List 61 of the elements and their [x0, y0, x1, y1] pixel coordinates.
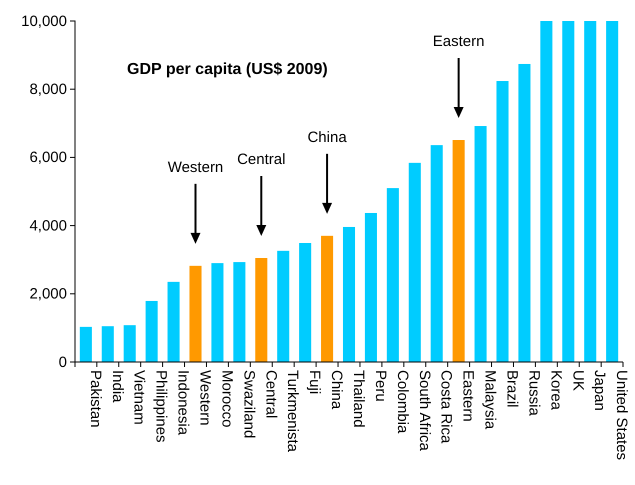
bar	[321, 236, 334, 362]
x-tick-label: Costa Rica	[438, 370, 455, 444]
x-tick-label: Fuji	[306, 370, 324, 394]
x-tick-label: UK	[569, 370, 586, 391]
x-tick-label: Central	[262, 370, 280, 418]
x-tick-label: Russia	[525, 370, 542, 417]
y-tick-label: 0	[58, 354, 67, 371]
bar	[124, 325, 136, 362]
bar	[496, 81, 509, 362]
x-tick-label: India	[108, 370, 126, 404]
bar	[518, 64, 530, 362]
x-tick-label: Eastern	[460, 370, 477, 422]
x-tick-label: Malaysia	[482, 370, 499, 430]
bar	[299, 242, 312, 362]
x-tick-label: Brazil	[504, 370, 520, 408]
bar	[80, 326, 92, 362]
x-tick-label: Japan	[591, 370, 608, 411]
x-tick-label: Philippines	[152, 370, 170, 443]
annotation: Western	[168, 158, 224, 176]
x-tick-label: Pakistan	[86, 370, 104, 428]
annotation: China	[307, 128, 348, 146]
bar	[168, 282, 180, 362]
x-tick-label: Morocco	[218, 370, 236, 428]
bar	[233, 262, 246, 362]
y-tick-label: 6,000	[29, 149, 67, 166]
bar	[342, 226, 356, 362]
x-tick-label: Colombia	[394, 370, 411, 434]
x-tick-label: United States	[613, 370, 630, 460]
y-tick-label: 2,000	[29, 286, 67, 303]
text: GDP per capita (US$ 2009)	[127, 61, 328, 78]
bar	[364, 212, 377, 362]
bar	[255, 258, 268, 362]
bar	[562, 21, 574, 362]
y-tick-label: 10,000	[21, 12, 67, 30]
x-tick-label: China	[328, 370, 346, 410]
x-tick-label: Turkmenista	[284, 370, 302, 453]
y-tick-label: 4,000	[29, 217, 67, 234]
x-tick-label: Swaziland	[240, 370, 258, 438]
x-tick-label: Peru	[372, 370, 389, 402]
bar	[189, 266, 202, 362]
annotation: Central	[237, 150, 286, 168]
bar	[606, 21, 618, 362]
bar	[102, 326, 114, 362]
x-tick-label: Korea	[547, 370, 564, 411]
y-tick-label: 8,000	[29, 81, 67, 98]
bar	[584, 21, 596, 362]
bar	[474, 126, 487, 362]
bar	[452, 140, 465, 362]
x-tick-label: Western	[196, 370, 214, 426]
bar	[540, 21, 552, 362]
bar	[277, 250, 290, 362]
bar	[408, 162, 421, 362]
x-tick-label: Vietnam	[130, 370, 148, 425]
bar	[386, 188, 399, 362]
x-tick-label: Thailand	[350, 370, 367, 428]
annotation: Eastern	[432, 33, 484, 50]
x-tick-label: South Africa	[416, 370, 433, 452]
bar	[146, 300, 158, 362]
bar	[211, 263, 224, 362]
bar	[430, 145, 443, 362]
x-tick-label: Indonesia	[174, 370, 192, 436]
